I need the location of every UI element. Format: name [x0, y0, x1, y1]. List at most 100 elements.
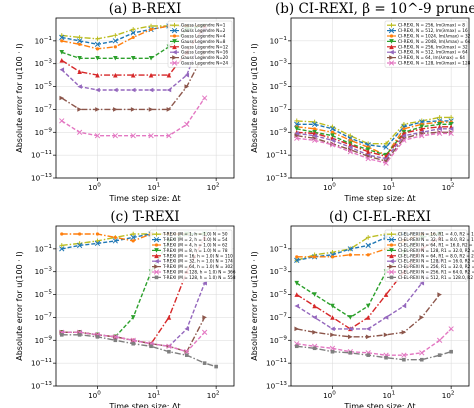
data-point	[76, 242, 83, 249]
data-point	[77, 69, 82, 75]
y-tick-label: 10−7	[270, 312, 288, 322]
data-point	[130, 315, 136, 320]
data-point	[94, 240, 101, 247]
data-point	[59, 118, 65, 124]
series-group	[294, 115, 454, 166]
data-point	[95, 55, 100, 61]
legend-entry: Gauss Legendre N=1	[181, 23, 226, 28]
y-axis-label: Absolute error for u(100 · I)	[250, 43, 259, 153]
y-tick-label: 10−1	[270, 36, 288, 46]
data-point	[130, 337, 136, 343]
legend-entry: CI-EL-REXI N = 256, R1 = 32.0, R2 = 2	[398, 264, 474, 269]
data-point	[130, 87, 136, 93]
data-point	[365, 303, 371, 309]
y-tick-label: 10−5	[270, 290, 288, 300]
data-point	[112, 133, 118, 139]
data-point	[95, 335, 100, 339]
data-point	[130, 231, 136, 237]
legend-entry: T-REXI (M = 4, h = 1.0) N = 62	[162, 243, 228, 248]
data-point	[365, 315, 371, 320]
data-point	[149, 27, 153, 32]
data-point	[112, 38, 118, 44]
data-point	[330, 249, 335, 255]
data-point	[131, 239, 135, 243]
chart-panel-2: 10−1 10−3 10−5 10−7 10−9 10−11 10−13 100 101 102 (…	[250, 1, 474, 203]
legend-entry: Gauss Legendre N=12	[181, 44, 228, 49]
data-point	[294, 131, 300, 136]
data-point	[383, 144, 389, 150]
data-point	[330, 303, 335, 309]
data-point	[112, 334, 118, 340]
data-point	[154, 231, 159, 237]
series-line	[61, 334, 217, 368]
data-point	[202, 315, 207, 320]
y-tick-label: 10−11	[31, 358, 52, 368]
x-tick-label: 100	[323, 183, 336, 193]
data-point	[148, 72, 154, 78]
data-point	[172, 22, 177, 28]
data-point	[184, 349, 190, 355]
data-point	[172, 44, 177, 50]
data-point	[389, 44, 394, 50]
legend-entry: Gauss Legendre N=8	[181, 39, 226, 44]
y-tick-label: 10−7	[35, 312, 53, 322]
y-tick-label: 10−1	[35, 244, 53, 254]
data-point	[172, 34, 177, 38]
data-point	[59, 57, 65, 63]
chart-panel-4: 10−1 10−3 10−5 10−7 10−9 10−11 10−13 100 101 102 (…	[250, 209, 474, 408]
legend: CI-REXI, N = 256, Im(λmax) = 8CI-REXI, N…	[384, 20, 471, 68]
x-tick-label: 102	[442, 183, 455, 193]
data-point	[166, 315, 172, 320]
data-point	[76, 38, 83, 44]
y-tick-label: 10−7	[35, 104, 53, 114]
data-point	[184, 72, 190, 78]
data-point	[294, 280, 300, 286]
data-point	[448, 326, 454, 332]
data-point	[154, 275, 159, 280]
data-point	[202, 361, 207, 365]
data-point	[184, 121, 190, 127]
x-axis-label: Time step size: Δt	[343, 194, 415, 203]
data-point	[365, 242, 371, 249]
data-point	[419, 350, 425, 356]
legend-entry: CI-EL-REXI N = 32, R1 = 8.0, R2 = 1	[398, 237, 474, 242]
data-point	[94, 133, 101, 139]
series-line	[296, 128, 452, 160]
y-tick-label: 10−1	[270, 244, 288, 254]
chart-title: (c) T-REXI	[110, 209, 179, 225]
data-point	[294, 135, 300, 141]
data-point	[312, 303, 317, 309]
series-line	[296, 328, 452, 356]
data-point	[311, 137, 318, 143]
data-point	[130, 30, 136, 36]
data-point	[77, 107, 82, 112]
data-point	[113, 235, 117, 240]
chart-panel-1: 10−1 10−3 10−5 10−7 10−9 10−11 10−13 100 101 102 (…	[15, 1, 235, 203]
y-tick-label: 10−11	[31, 150, 52, 160]
y-tick-label: 10−9	[35, 335, 53, 345]
data-point	[201, 329, 208, 335]
legend-entry: CI-REXI, N = 256, Im(λmax) = 8	[398, 23, 465, 28]
data-point	[130, 234, 136, 241]
data-point	[312, 329, 317, 335]
data-point	[214, 364, 218, 369]
data-point	[172, 49, 177, 55]
data-point	[113, 107, 118, 112]
data-point	[60, 232, 64, 236]
data-point	[330, 332, 335, 338]
legend-entry: CI-EL-REXI N = 128, R1 = 32.0, R2 = 1	[398, 248, 474, 253]
legend-box	[149, 229, 233, 282]
data-point	[437, 126, 442, 132]
data-point	[419, 133, 425, 139]
data-point	[154, 248, 159, 253]
y-tick-label: 10−13	[266, 173, 287, 183]
data-point	[388, 27, 395, 34]
data-point	[294, 326, 300, 332]
legend-entry: CI-EL-REXI N = 64, R1 = 16.0, R2 = 1	[398, 243, 474, 248]
data-point	[365, 334, 371, 340]
series-line	[296, 131, 452, 162]
data-point	[401, 137, 407, 143]
legend: CI-EL-REXI N = 16, R1 = 4.0, R2 = 1CI-EL…	[384, 229, 474, 282]
data-point	[113, 55, 118, 61]
legend-entry: Gauss Legendre N=4	[181, 34, 226, 39]
